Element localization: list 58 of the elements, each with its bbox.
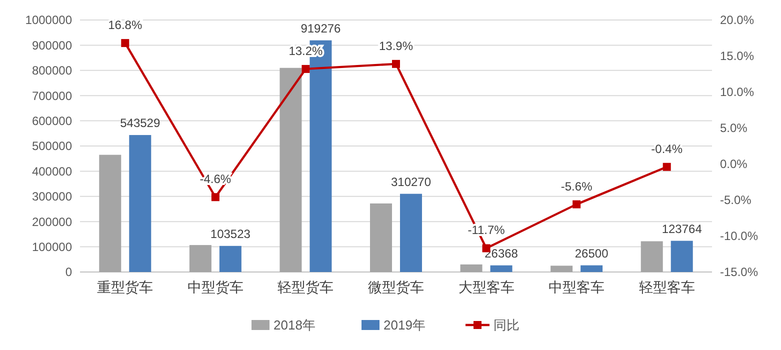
point xyxy=(211,193,220,202)
data-label: -5.6% xyxy=(560,179,593,194)
y2-tick-label: -10.0% xyxy=(720,229,758,244)
y-tick-label: 200000 xyxy=(32,214,72,229)
y2-tick-label: 0.0% xyxy=(720,157,748,172)
y2-tick-label: 5.0% xyxy=(720,121,748,136)
y-tick-label: 0 xyxy=(65,265,72,280)
y2-tick-label: 15.0% xyxy=(720,49,754,64)
y-tick-label: 800000 xyxy=(32,64,72,78)
x-tick-label: 中型货车 xyxy=(187,279,244,295)
data-label: 103523 xyxy=(210,226,251,241)
data-label: 123764 xyxy=(662,222,702,236)
point xyxy=(662,162,671,171)
bar xyxy=(640,241,663,272)
legend-label: 同比 xyxy=(494,318,520,333)
y2-tick-label: -5.0% xyxy=(720,193,752,208)
y-tick-label: 400000 xyxy=(32,164,72,178)
y-tick-label: 1000000 xyxy=(25,13,72,28)
legend-label: 2019年 xyxy=(384,318,426,333)
y-tick-label: 100000 xyxy=(32,240,72,254)
data-label: 16.8% xyxy=(108,18,142,32)
point xyxy=(302,64,310,73)
bar xyxy=(490,265,512,272)
x-tick-label: 中型客车 xyxy=(548,279,605,295)
bar xyxy=(550,266,573,272)
data-label: 26500 xyxy=(574,246,609,260)
data-label: -0.4% xyxy=(651,142,683,156)
y2-tick-label: -15.0% xyxy=(720,265,758,280)
x-tick-label: 轻型货车 xyxy=(278,279,334,295)
point xyxy=(392,60,400,68)
x-tick-label: 大型客车 xyxy=(458,279,514,295)
legend-label: 2018年 xyxy=(274,318,316,333)
data-label: 543529 xyxy=(120,116,160,130)
x-tick-label: 轻型客车 xyxy=(638,279,695,295)
bar xyxy=(129,135,152,272)
bar xyxy=(280,68,302,272)
y2-tick-label: 20.0% xyxy=(720,13,754,28)
bar xyxy=(460,264,482,272)
point xyxy=(572,200,581,208)
data-label: 310270 xyxy=(390,174,432,189)
y-tick-label: 600000 xyxy=(32,114,72,128)
y-tick-label: 500000 xyxy=(32,139,72,154)
bar xyxy=(580,265,603,272)
y-tick-label: 700000 xyxy=(32,88,72,103)
x-tick-label: 重型货车 xyxy=(97,279,154,295)
y-tick-label: 300000 xyxy=(32,190,72,204)
y-tick-label: 900000 xyxy=(32,38,72,52)
bar xyxy=(400,194,422,272)
x-tick-label: 微型货车 xyxy=(368,279,424,295)
point xyxy=(121,39,130,48)
bar xyxy=(219,246,242,272)
bar xyxy=(189,245,212,272)
bar xyxy=(370,203,392,272)
data-label: 919276 xyxy=(300,21,342,36)
y2-tick-label: 10.0% xyxy=(720,85,754,100)
data-label: 13.9% xyxy=(378,38,414,53)
bar xyxy=(670,240,693,272)
bar xyxy=(99,154,122,272)
